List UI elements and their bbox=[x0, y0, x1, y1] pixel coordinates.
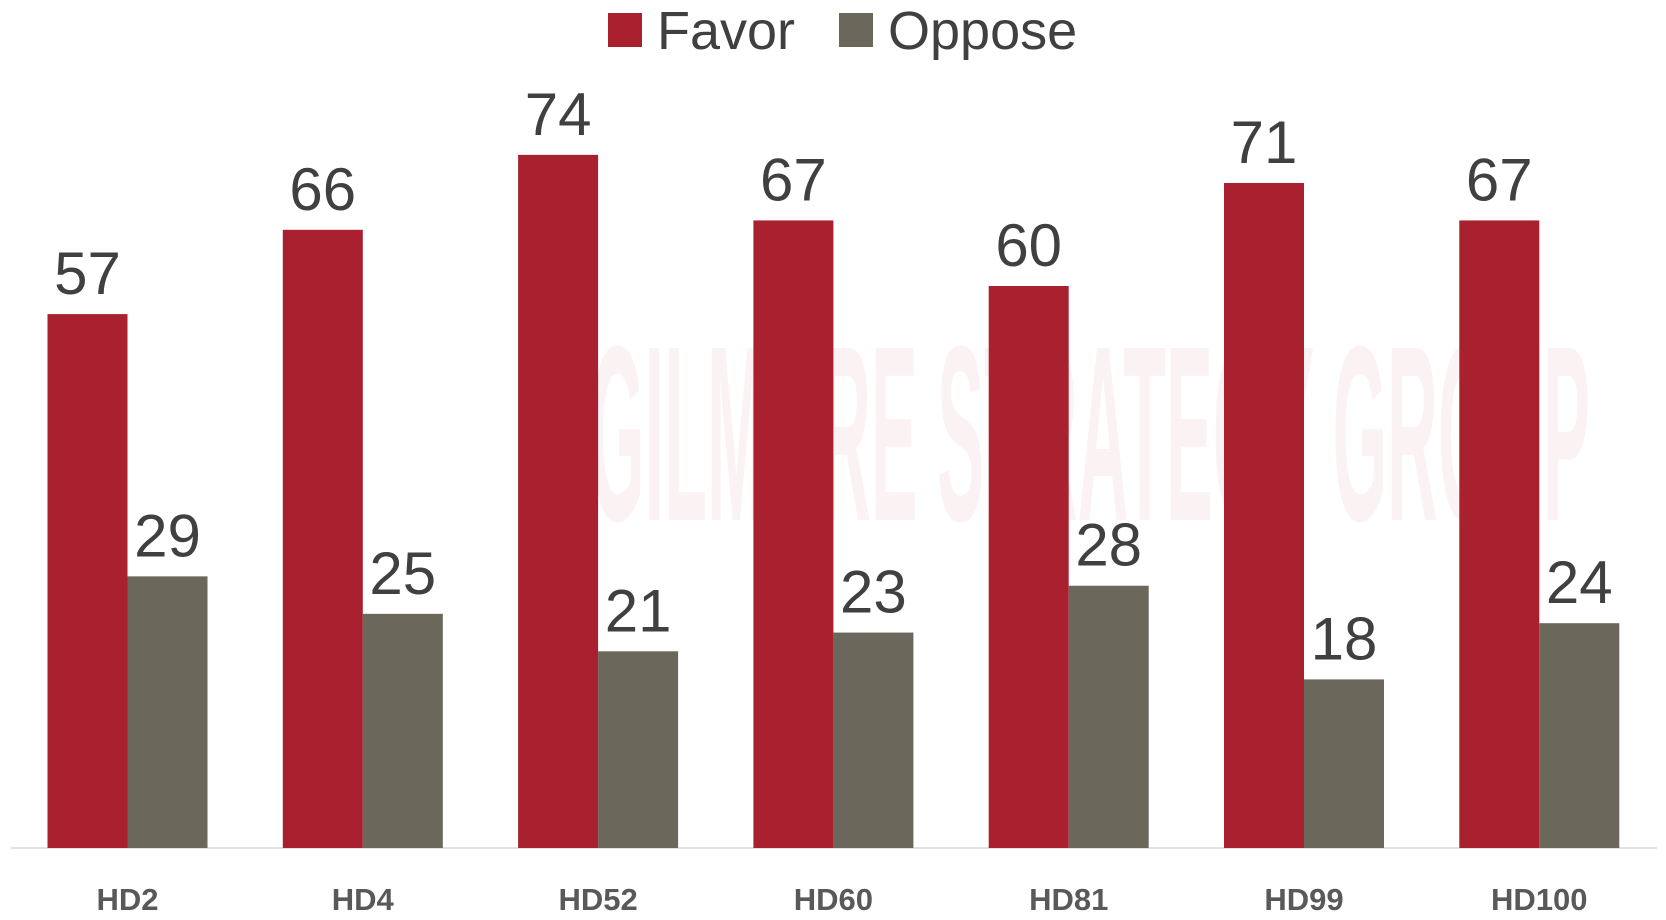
bar bbox=[1068, 585, 1149, 848]
x-tick-label: HD60 bbox=[794, 882, 873, 917]
data-label: 67 bbox=[1466, 146, 1533, 213]
x-tick-label: HD4 bbox=[332, 882, 395, 917]
data-label: 57 bbox=[54, 240, 121, 307]
data-label: 18 bbox=[1311, 605, 1378, 672]
bar bbox=[362, 613, 443, 848]
x-tick-label: HD81 bbox=[1029, 882, 1108, 917]
bar bbox=[518, 154, 599, 848]
data-label: 71 bbox=[1231, 109, 1298, 176]
data-label: 29 bbox=[134, 502, 201, 569]
data-label: 25 bbox=[369, 540, 436, 607]
bar bbox=[1539, 623, 1620, 848]
legend-label: Favor bbox=[657, 1, 795, 61]
bar bbox=[598, 651, 679, 848]
bar bbox=[753, 220, 834, 848]
x-tick-label: HD52 bbox=[558, 882, 637, 917]
bar bbox=[1304, 679, 1384, 848]
data-label: 74 bbox=[525, 81, 592, 148]
data-label: 21 bbox=[605, 577, 672, 644]
bar bbox=[127, 576, 208, 848]
x-tick-label: HD99 bbox=[1264, 882, 1343, 917]
bar bbox=[1459, 220, 1540, 848]
x-tick-label: HD2 bbox=[96, 882, 158, 917]
bar bbox=[833, 632, 914, 848]
bar bbox=[47, 314, 128, 849]
bar bbox=[1224, 182, 1304, 848]
x-tick-label: HD100 bbox=[1491, 882, 1588, 917]
bar bbox=[988, 286, 1069, 848]
data-label: 66 bbox=[289, 156, 356, 223]
data-label: 67 bbox=[760, 146, 827, 213]
data-label: 24 bbox=[1546, 549, 1613, 616]
data-label: 23 bbox=[840, 559, 907, 626]
data-label: 28 bbox=[1075, 512, 1142, 579]
legend-swatch bbox=[839, 13, 873, 47]
bar bbox=[282, 229, 363, 849]
legend-label: Oppose bbox=[888, 1, 1077, 61]
legend-swatch bbox=[608, 13, 642, 47]
data-label: 60 bbox=[995, 212, 1062, 279]
